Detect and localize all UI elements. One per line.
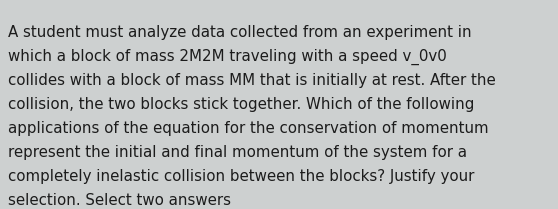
Text: applications of the equation for the conservation of momentum: applications of the equation for the con… [8, 121, 489, 136]
Text: collision, the two blocks stick together. Which of the following: collision, the two blocks stick together… [8, 97, 475, 112]
Text: selection. Select two answers: selection. Select two answers [8, 193, 232, 208]
Text: represent the initial and final momentum of the system for a: represent the initial and final momentum… [8, 145, 468, 160]
Text: A student must analyze data collected from an experiment in: A student must analyze data collected fr… [8, 25, 472, 40]
Text: collides with a block of mass MM that is initially at rest. After the: collides with a block of mass MM that is… [8, 73, 496, 88]
Text: which a block of mass 2M2M traveling with a speed v_0v0: which a block of mass 2M2M traveling wit… [8, 49, 447, 65]
Text: completely inelastic collision between the blocks? Justify your: completely inelastic collision between t… [8, 169, 475, 184]
